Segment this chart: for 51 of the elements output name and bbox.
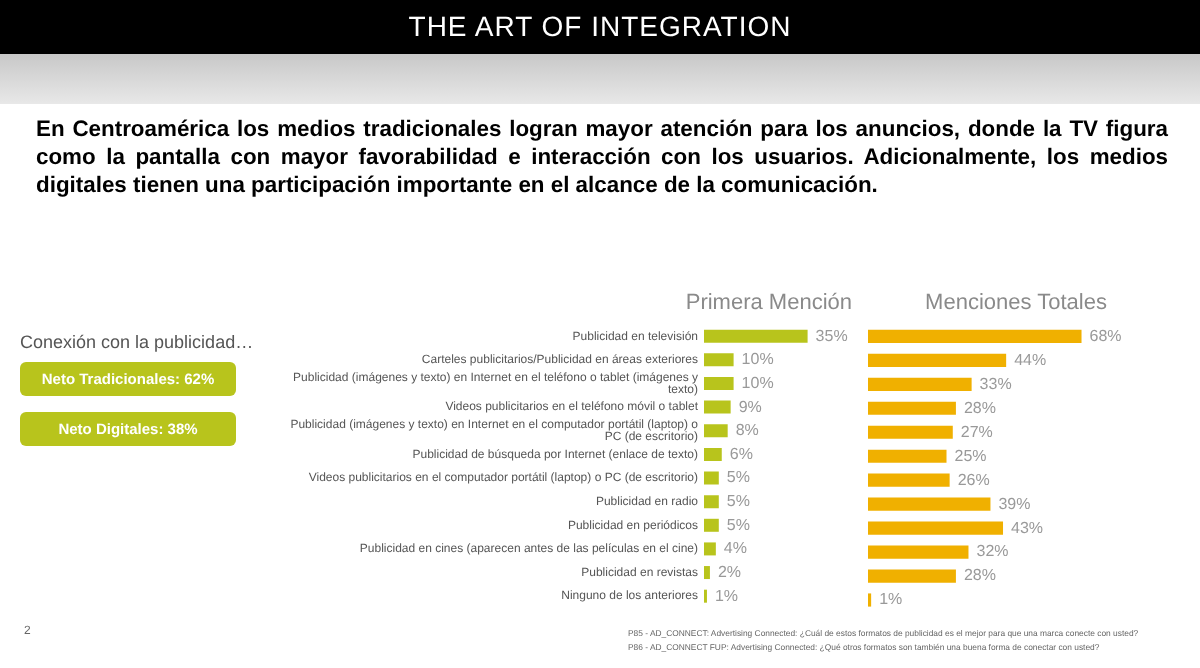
bar — [704, 518, 719, 532]
bar — [868, 401, 956, 415]
bar — [868, 329, 1082, 343]
text: En Centroamérica los medios tradicionales logran mayor atención para los anuncios, donde la TV figura como la pantalla con mayor favorabilidad e interacción con los usuarios. Adicionalmente, los medios digitales tienen una participación importante en el alcance de la comunicación. — [36, 116, 1168, 200]
data-label: 6% — [729, 444, 753, 463]
data-label: 35% — [815, 326, 848, 345]
bar — [868, 521, 1004, 535]
bar — [704, 376, 734, 390]
bar — [868, 473, 950, 487]
data-label: 5% — [726, 515, 750, 534]
bar — [868, 449, 947, 463]
data-label: 10% — [741, 350, 774, 369]
bar — [868, 569, 956, 583]
data-label: 9% — [738, 397, 762, 416]
data-label: 68% — [1089, 326, 1122, 345]
data-label: 28% — [963, 566, 996, 585]
data-label: 25% — [954, 446, 987, 465]
bar — [868, 497, 991, 511]
data-label: 44% — [1014, 350, 1047, 369]
bar — [868, 377, 972, 391]
data-label: 5% — [726, 468, 750, 487]
data-label: 2% — [717, 562, 742, 581]
bar — [704, 329, 808, 343]
data-label: 32% — [976, 542, 1009, 561]
chart-title: Menciones Totales — [925, 291, 1108, 316]
data-label: 1% — [714, 586, 739, 605]
bar — [704, 566, 710, 580]
chart-title: Primera Mención — [685, 291, 852, 316]
data-label: 10% — [741, 373, 774, 392]
data-label: 4% — [723, 539, 747, 558]
bar — [704, 353, 734, 367]
data-label: 1% — [879, 590, 903, 609]
data-label: 28% — [963, 398, 996, 417]
data-label: 27% — [960, 422, 993, 441]
data-label: 33% — [979, 374, 1012, 393]
bar — [704, 400, 731, 414]
bar — [868, 425, 953, 439]
bar — [868, 545, 969, 559]
data-label: 43% — [1011, 518, 1044, 537]
data-label: 5% — [726, 492, 750, 511]
bar — [704, 447, 722, 461]
bar — [704, 542, 716, 556]
bar — [868, 353, 1007, 367]
data-label: 26% — [957, 470, 990, 489]
bar — [704, 471, 719, 485]
text: Conexión con la publicidad… — [20, 332, 254, 352]
data-label: 39% — [998, 494, 1031, 513]
data-label: 8% — [735, 421, 759, 440]
text: THE ART OF INTEGRATION — [0, 0, 1200, 54]
bar — [704, 424, 728, 438]
bar — [704, 495, 719, 509]
